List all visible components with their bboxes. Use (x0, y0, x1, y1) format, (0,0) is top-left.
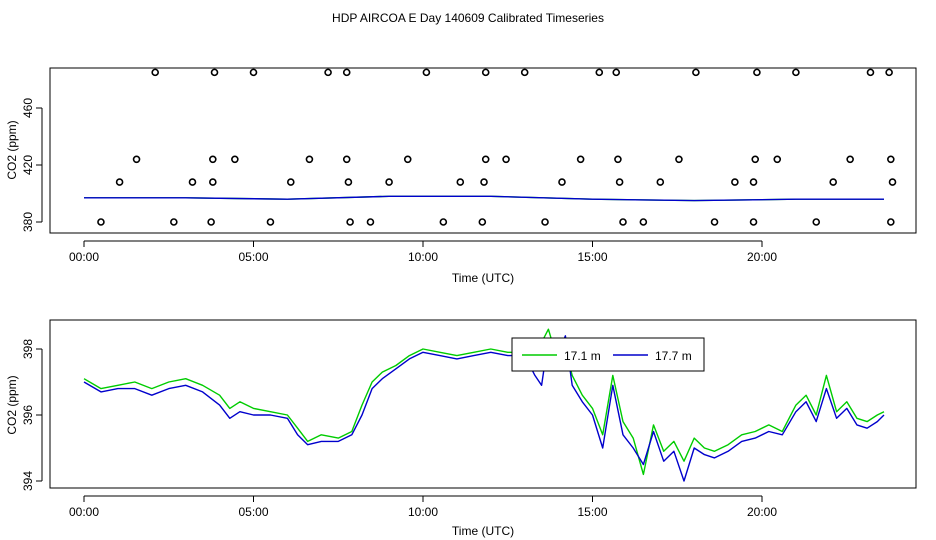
data-point (710, 218, 719, 226)
legend-label-green: 17.1 m (564, 349, 601, 363)
data-point (344, 178, 353, 186)
data-point (731, 178, 739, 186)
data-point (619, 218, 627, 226)
data-point (751, 155, 760, 164)
data-point (615, 178, 624, 186)
data-point (456, 178, 465, 186)
x-tick-label: 15:00 (577, 505, 607, 519)
data-point (639, 218, 648, 226)
y-tick-label: 394 (21, 471, 35, 491)
top-y-axis-label: CO2 (ppm) (5, 120, 19, 179)
top-panel: 00:00 05:00 10:00 15:00 20:00 380 420 460 Time… (5, 67, 917, 285)
data-point (866, 68, 875, 77)
x-tick-label: 10:00 (408, 250, 438, 264)
data-point (520, 68, 529, 77)
data-point (249, 68, 258, 77)
data-point (132, 155, 141, 164)
y-tick-label: 398 (21, 339, 35, 359)
data-point (403, 155, 412, 164)
data-point (209, 178, 217, 186)
top-x-axis: 00:00 05:00 10:00 15:00 20:00 (69, 240, 777, 264)
data-point (614, 155, 622, 164)
data-point (342, 68, 351, 77)
data-point (170, 218, 178, 226)
data-point (502, 155, 510, 164)
data-point (231, 155, 239, 164)
data-point (115, 178, 124, 186)
top-plot-frame (49, 67, 917, 234)
y-tick-label: 380 (21, 212, 35, 232)
data-point (286, 178, 295, 186)
bottom-series (83, 328, 885, 482)
y-tick-label: 396 (21, 405, 35, 425)
data-point (97, 218, 105, 226)
data-point (829, 178, 837, 186)
data-point (656, 178, 665, 186)
bottom-x-axis-label: Time (UTC) (452, 524, 514, 538)
top-series-line (84, 195, 884, 202)
top-points (97, 68, 897, 226)
x-tick-label: 15:00 (577, 250, 607, 264)
data-point (151, 68, 159, 77)
bottom-y-axis: 394 396 398 (21, 339, 43, 491)
data-point (481, 68, 490, 77)
bottom-x-axis: 00:00 05:00 10:00 15:00 20:00 (69, 495, 777, 519)
data-point (675, 155, 683, 164)
bottom-series-line (83, 328, 885, 476)
data-point (749, 178, 758, 186)
data-point (480, 178, 488, 186)
data-point (342, 155, 351, 164)
x-tick-label: 05:00 (238, 250, 268, 264)
data-point (812, 218, 821, 226)
data-point (266, 218, 275, 226)
data-point (885, 68, 893, 77)
data-point (439, 218, 448, 226)
data-point (887, 218, 895, 226)
data-point (209, 155, 217, 164)
data-point (792, 68, 800, 77)
top-series (84, 195, 884, 202)
x-tick-label: 00:00 (69, 250, 99, 264)
data-point (773, 155, 782, 164)
data-point (210, 68, 219, 77)
data-point (887, 155, 895, 164)
x-tick-label: 20:00 (747, 505, 777, 519)
data-point (346, 218, 354, 226)
data-point (366, 218, 375, 226)
data-point (207, 218, 215, 226)
data-point (595, 68, 604, 77)
bottom-y-axis-label: CO2 (ppm) (5, 375, 19, 434)
data-point (749, 218, 758, 226)
data-point (692, 68, 700, 77)
data-point (541, 218, 549, 226)
y-tick-label: 420 (21, 155, 35, 175)
data-point (478, 218, 487, 226)
data-point (481, 155, 490, 164)
bottom-series-line (83, 335, 885, 482)
data-point (576, 155, 585, 164)
x-tick-label: 20:00 (747, 250, 777, 264)
data-point (846, 155, 854, 164)
data-point (888, 178, 897, 186)
x-tick-label: 00:00 (69, 505, 99, 519)
data-point (188, 178, 197, 186)
top-y-axis: 380 420 460 (21, 98, 43, 232)
data-point (305, 155, 314, 164)
data-point (558, 178, 566, 186)
bottom-plot-frame (49, 319, 917, 489)
data-point (753, 68, 761, 77)
data-point (612, 68, 621, 77)
legend: 17.1 m 17.7 m (511, 337, 705, 372)
data-point (422, 68, 431, 77)
data-point (385, 178, 393, 186)
legend-label-blue: 17.7 m (655, 349, 692, 363)
top-x-axis-label: Time (UTC) (452, 271, 514, 285)
bottom-panel: 00:00 05:00 10:00 15:00 20:00 394 396 398 Time… (5, 319, 917, 538)
data-point (324, 68, 332, 77)
figure-title: HDP AIRCOA E Day 140609 Calibrated Times… (332, 11, 604, 25)
y-tick-label: 460 (21, 98, 35, 118)
x-tick-label: 05:00 (238, 505, 268, 519)
x-tick-label: 10:00 (408, 505, 438, 519)
